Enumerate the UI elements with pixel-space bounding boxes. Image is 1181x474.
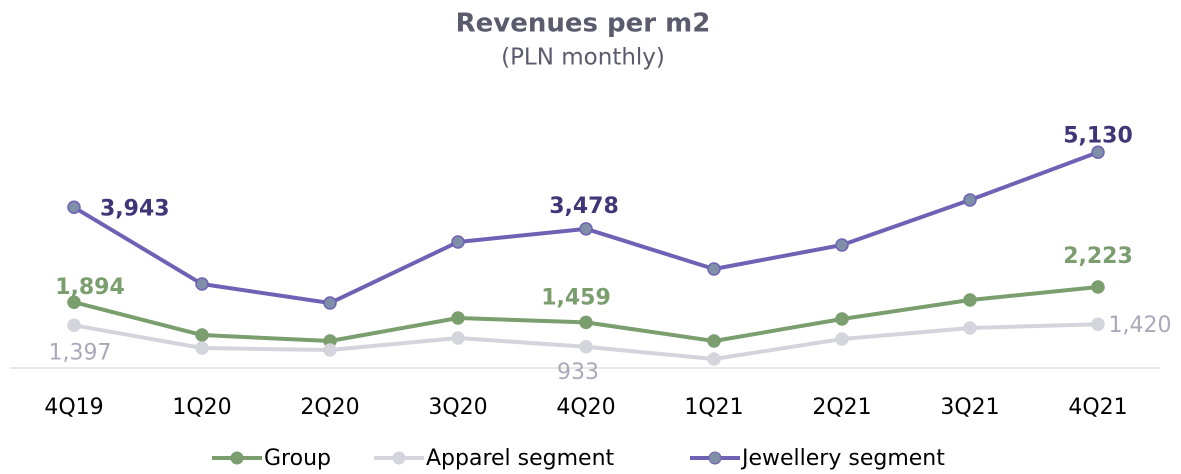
point <box>707 334 721 348</box>
x-tick-label: 4Q20 <box>556 395 615 420</box>
point <box>963 193 977 207</box>
data-label: 2,223 <box>1063 244 1133 269</box>
legend-label: Jewellery segment <box>740 446 945 471</box>
point <box>451 331 465 345</box>
x-tick-label: 1Q21 <box>684 395 743 420</box>
point <box>67 200 81 215</box>
data-label: 3,478 <box>549 194 619 219</box>
point <box>835 332 849 346</box>
point <box>963 321 977 335</box>
point <box>195 328 209 342</box>
point <box>67 295 81 309</box>
point <box>707 352 721 366</box>
point <box>67 318 81 333</box>
x-tick-label: 4Q19 <box>44 395 103 420</box>
point <box>707 262 721 276</box>
point <box>579 340 593 354</box>
data-label: 1,894 <box>55 275 125 300</box>
point <box>195 341 209 355</box>
legend-label: Group <box>264 446 331 471</box>
legend-marker <box>230 451 244 465</box>
point <box>579 222 593 236</box>
point <box>323 296 337 310</box>
chart-title: Revenues per m2 <box>456 9 711 39</box>
point <box>1091 145 1105 160</box>
x-tick-label: 3Q21 <box>940 395 999 420</box>
data-label: 1,397 <box>49 340 112 365</box>
data-label: 1,420 <box>1109 313 1172 338</box>
point <box>451 311 465 325</box>
legend-label: Apparel segment <box>426 446 615 471</box>
x-tick-label: 1Q20 <box>172 395 231 420</box>
point <box>451 235 465 249</box>
x-tick-label: 2Q20 <box>300 395 359 420</box>
data-label: 5,130 <box>1063 123 1133 148</box>
point <box>323 343 337 357</box>
point <box>579 315 593 330</box>
point <box>835 238 849 252</box>
x-tick-label: 2Q21 <box>812 395 871 420</box>
x-tick-label: 4Q21 <box>1068 395 1127 420</box>
legend-marker <box>392 451 406 465</box>
point <box>835 312 849 326</box>
point <box>963 293 977 307</box>
point <box>1091 317 1105 331</box>
data-label: 933 <box>557 360 599 385</box>
data-label: 1,459 <box>541 285 611 310</box>
chart-subtitle: (PLN monthly) <box>501 45 665 71</box>
point <box>1091 280 1105 294</box>
legend-marker <box>708 451 722 465</box>
data-label: 3,943 <box>100 196 170 221</box>
point <box>195 277 209 291</box>
x-tick-label: 3Q20 <box>428 395 487 420</box>
